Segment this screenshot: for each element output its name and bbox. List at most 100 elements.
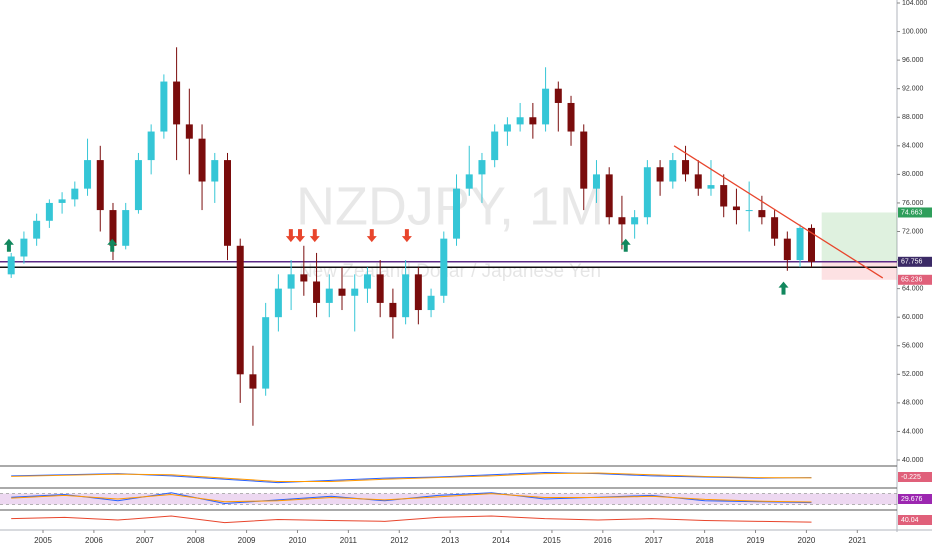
x-tick-label: 2016 [594, 536, 612, 545]
candle-body [236, 245, 244, 375]
arrow-up [107, 238, 118, 252]
arrow-up [620, 238, 631, 252]
candle-body [58, 199, 66, 203]
y-tick-label: 76.000 [902, 200, 924, 207]
candle-body [402, 274, 410, 318]
candle-body [313, 281, 321, 303]
y-tick-label: 104.000 [902, 0, 927, 7]
candle-body [478, 160, 486, 175]
candle-body [198, 138, 206, 182]
candle-body [134, 160, 142, 211]
candle-body [567, 102, 575, 132]
candle-body [223, 160, 231, 246]
candle-body [45, 202, 53, 221]
candle-body [720, 185, 728, 207]
x-tick-label: 2018 [696, 536, 714, 545]
arrow-down [295, 229, 306, 243]
watermark-description: New Zealand Dollar / Japanese Yen [299, 261, 601, 282]
y-tick-label: 48.000 [902, 400, 924, 407]
trendline [673, 145, 884, 279]
candle-body [465, 174, 473, 189]
candle-body [262, 317, 270, 389]
y-tick-label: 52.000 [902, 371, 924, 378]
y-tick-label: 100.000 [902, 28, 927, 35]
candle-body [7, 256, 15, 275]
x-tick-label: 2019 [747, 536, 765, 545]
candle-body [147, 131, 155, 161]
x-tick-label: 2006 [85, 536, 103, 545]
candle-body [592, 174, 600, 189]
candle-body [300, 274, 308, 282]
candle-body [618, 217, 626, 225]
price-tag [898, 207, 932, 218]
x-tick-label: 2008 [187, 536, 205, 545]
candle-body [351, 288, 359, 296]
candle-body [758, 210, 766, 218]
indicator-line [11, 472, 812, 482]
x-tick-label: 2013 [441, 536, 459, 545]
price-tag-label: 67.756 [901, 259, 923, 266]
arrow-down [366, 229, 377, 243]
candle-body [173, 81, 181, 125]
y-tick-label: 64.000 [902, 285, 924, 292]
candle-body [109, 210, 117, 246]
price-tag-label: 74.663 [901, 209, 923, 216]
candle-body [491, 131, 499, 161]
candle-body [96, 160, 104, 211]
arrow-up [3, 238, 14, 252]
x-tick-label: 2009 [238, 536, 256, 545]
candle-body [427, 295, 435, 311]
candle-body [185, 124, 193, 139]
price-tag [898, 256, 932, 267]
candle-body [363, 274, 371, 289]
candle-body [516, 117, 524, 125]
indicator-tag-label: -0.225 [901, 474, 921, 481]
candle-body [707, 185, 715, 189]
x-tick-label: 2012 [390, 536, 408, 545]
candle-body [160, 81, 168, 132]
position-target-zone [821, 212, 897, 262]
candle-body [745, 210, 753, 212]
candle-body [122, 210, 130, 246]
position-stop-zone [821, 261, 897, 280]
candle-body [287, 274, 295, 289]
x-tick-label: 2007 [136, 536, 154, 545]
candle-body [33, 220, 41, 239]
indicator-line [11, 493, 812, 503]
x-tick-label: 2021 [848, 536, 866, 545]
y-tick-label: 96.000 [902, 57, 924, 64]
x-tick-label: 2017 [645, 536, 663, 545]
x-tick-label: 2011 [340, 536, 358, 545]
candle-body [453, 188, 461, 239]
y-tick-label: 84.000 [902, 143, 924, 150]
watermark-symbol: NZDJPY, 1M [296, 176, 604, 236]
candle-body [325, 288, 333, 303]
indicator-tag-label: 40.04 [901, 517, 919, 524]
candle-body [503, 124, 511, 132]
x-tick-label: 2005 [34, 536, 52, 545]
candle-body [542, 88, 550, 125]
y-tick-label: 44.000 [902, 428, 924, 435]
candle-body [669, 160, 677, 182]
arrow-up [778, 281, 789, 295]
candle-body [376, 274, 384, 303]
indicator-band [0, 493, 897, 505]
x-tick-label: 2020 [798, 536, 816, 545]
indicator-tag [898, 472, 932, 482]
x-tick-label: 2010 [289, 536, 307, 545]
price-tag-label: 65.236 [901, 277, 923, 284]
candle-body [440, 238, 448, 296]
indicator-tag [898, 494, 932, 504]
price-tag [898, 274, 932, 285]
x-tick-label: 2015 [543, 536, 561, 545]
candle-body [643, 167, 651, 218]
indicator-tag [898, 515, 932, 525]
candle-body [211, 160, 219, 182]
arrow-down [309, 229, 320, 243]
indicator-line [11, 515, 812, 524]
y-tick-label: 72.000 [902, 228, 924, 235]
candle-body [580, 131, 588, 189]
arrow-down [285, 229, 296, 243]
candle-body [783, 238, 791, 261]
